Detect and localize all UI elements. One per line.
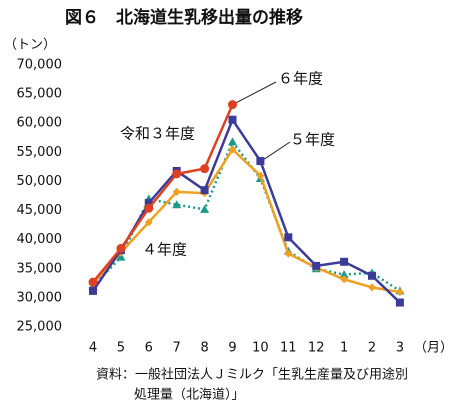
- marker: [368, 283, 376, 292]
- marker: [172, 169, 182, 179]
- marker: [172, 200, 182, 209]
- marker: [200, 164, 210, 174]
- marker: [144, 198, 153, 207]
- series-label: ５年度: [290, 131, 335, 149]
- y-tick-label: 30,000: [17, 290, 63, 305]
- y-tick-label: 60,000: [17, 116, 63, 131]
- leader-line: [264, 141, 291, 160]
- x-tick-label: 8: [200, 341, 208, 356]
- marker: [284, 233, 293, 242]
- series-label: ６年度: [278, 70, 323, 88]
- marker: [340, 257, 349, 266]
- marker: [144, 218, 153, 227]
- y-axis-label: （トン）: [4, 38, 56, 53]
- series-line: [91, 117, 401, 304]
- marker: [116, 252, 126, 261]
- y-tick-label: 50,000: [17, 174, 63, 189]
- marker: [116, 243, 126, 253]
- leader-line: [236, 81, 277, 104]
- marker: [395, 298, 404, 307]
- marker: [395, 288, 404, 297]
- y-tick-label: 65,000: [17, 87, 63, 102]
- y-tick-label: 45,000: [17, 203, 63, 218]
- y-tick-label: 40,000: [17, 232, 63, 247]
- x-tick-label: 6: [145, 341, 153, 356]
- marker: [340, 275, 349, 284]
- marker: [200, 204, 210, 213]
- source-note: 処理量（北海道）」: [134, 388, 245, 403]
- marker: [228, 115, 237, 124]
- series-line: [92, 104, 234, 283]
- x-tick-label: 5: [117, 341, 125, 356]
- marker: [200, 186, 209, 195]
- marker: [368, 271, 376, 280]
- series-line: [92, 147, 401, 294]
- x-tick-label: 1: [340, 341, 348, 356]
- marker: [88, 277, 98, 287]
- marker: [228, 137, 237, 146]
- marker: [312, 261, 321, 270]
- x-tick-label: 2: [368, 341, 376, 356]
- series-label: 令和３年度: [120, 125, 195, 143]
- y-tick-label: 35,000: [17, 261, 63, 276]
- chart-title: 図６ 北海道生乳移出量の推移: [65, 7, 303, 28]
- marker: [144, 203, 154, 213]
- x-axis-label: （月）: [414, 341, 450, 356]
- x-tick-label: 4: [89, 341, 97, 356]
- y-tick-label: 55,000: [17, 145, 63, 160]
- x-tick-label: 3: [396, 341, 404, 356]
- x-tick-label: 10: [252, 341, 269, 356]
- marker: [172, 187, 181, 196]
- marker: [228, 145, 237, 154]
- y-tick-label: 70,000: [17, 58, 63, 73]
- y-tick-label: 25,000: [17, 320, 63, 335]
- x-tick-label: 9: [228, 341, 236, 356]
- marker: [284, 249, 293, 258]
- marker: [339, 270, 349, 279]
- marker: [256, 157, 265, 166]
- marker: [89, 286, 97, 295]
- x-tick-label: 11: [280, 341, 297, 356]
- x-tick-label: 12: [308, 341, 325, 356]
- marker: [256, 171, 265, 180]
- marker: [228, 100, 237, 110]
- source-note: 資料：一般社団法人Ｊミルク「生乳生産量及び用途別: [96, 367, 408, 383]
- series-label: ４年度: [142, 241, 187, 259]
- x-tick-label: 7: [173, 341, 181, 356]
